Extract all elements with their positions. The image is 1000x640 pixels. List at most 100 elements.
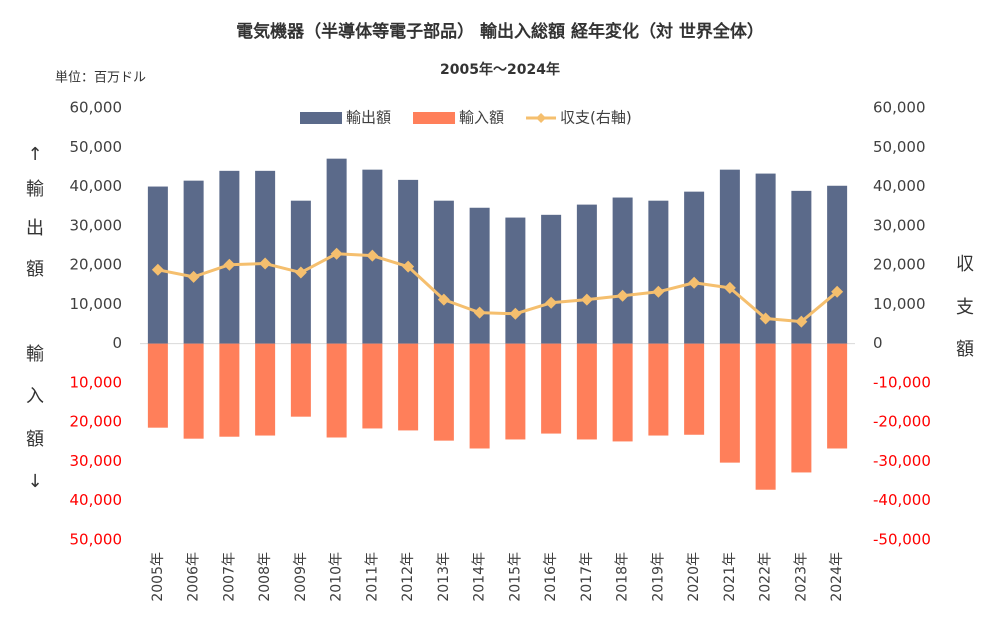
marker [831, 285, 844, 298]
y2-tick-label: 0 [873, 334, 883, 352]
axis-label: 入 [26, 386, 44, 407]
bar [755, 173, 776, 344]
marker [580, 293, 593, 306]
x-tick-label: 2018年 [615, 552, 631, 602]
unit-label: 単位：百万ドル [55, 70, 146, 86]
bar [827, 343, 848, 449]
y-tick-label: 10,000 [70, 373, 123, 391]
marker [151, 263, 164, 276]
x-tick-label: 2024年 [829, 552, 845, 602]
bar [362, 343, 383, 429]
y2-tick-label: 10,000 [873, 295, 926, 313]
y-tick-label: 30,000 [70, 216, 123, 234]
bar [398, 343, 419, 431]
marker [545, 296, 558, 309]
marker [688, 276, 701, 289]
bar [183, 180, 204, 344]
bar [755, 343, 776, 490]
x-tick-label: 2017年 [579, 552, 595, 602]
axis-label: 収 [956, 254, 974, 275]
bar [576, 343, 597, 440]
y-tick-label: 60,000 [70, 99, 123, 117]
x-tick-label: 2015年 [507, 552, 523, 602]
x-tick-label: 2023年 [793, 552, 809, 602]
legend-swatch [300, 112, 342, 124]
bar [719, 169, 740, 344]
y2-tick-label: 40,000 [873, 177, 926, 195]
bar [791, 343, 812, 473]
bar [290, 343, 311, 417]
bar [827, 185, 848, 344]
marker [366, 249, 379, 262]
bar [255, 170, 276, 344]
x-tick-label: 2014年 [472, 552, 488, 602]
line [157, 252, 839, 324]
x-tick-label: 2007年 [221, 552, 237, 602]
marker [616, 289, 629, 302]
y-tick-label: 30,000 [70, 452, 123, 470]
bar [183, 343, 204, 439]
y2-tick-label: -40,000 [873, 491, 931, 509]
legend-label: 収支(右軸) [560, 109, 632, 127]
chart-subtitle: 2005年～2024年 [440, 61, 560, 78]
bar [791, 190, 812, 344]
x-tick-label: 2019年 [650, 552, 666, 602]
axis-label: 額 [26, 259, 44, 280]
bar [505, 217, 526, 344]
y-tick-label: 40,000 [70, 491, 123, 509]
marker [723, 281, 736, 294]
marker [294, 266, 307, 279]
marker [509, 307, 522, 320]
marker [795, 315, 808, 328]
legend-swatch [413, 112, 456, 124]
y2-tick-label: 50,000 [873, 138, 926, 156]
bar [684, 343, 705, 435]
marker [330, 247, 343, 260]
axis-label: ↑ [27, 144, 42, 165]
bar [505, 343, 526, 440]
marker [437, 293, 450, 306]
bar [147, 343, 168, 428]
y-tick-label: 0 [112, 334, 122, 352]
legend-swatch [536, 113, 547, 123]
bar [433, 343, 454, 441]
y-tick-label: 40,000 [70, 177, 123, 195]
x-tick-label: 2020年 [686, 552, 702, 602]
y-tick-label: 20,000 [70, 256, 123, 274]
x-tick-label: 2012年 [400, 552, 416, 602]
bar [469, 343, 490, 449]
marker [473, 306, 486, 319]
marker [759, 312, 772, 325]
marker [652, 285, 665, 298]
axis-label: ↓ [27, 471, 42, 492]
axis-label: 支 [956, 297, 974, 318]
x-tick-label: 2013年 [436, 552, 452, 602]
axis-label: 輸 [26, 344, 44, 365]
bar [612, 197, 633, 344]
x-tick-label: 2016年 [543, 552, 559, 602]
y-tick-label: 10,000 [70, 295, 123, 313]
y-tick-label: 20,000 [70, 413, 123, 431]
marker [402, 260, 415, 273]
bar [255, 343, 276, 436]
x-tick-label: 2022年 [758, 552, 774, 602]
legend-label: 輸入額 [459, 109, 504, 127]
chart-title: 電気機器（半導体等電子部品） 輸出入総額 経年変化（対 世界全体） [236, 21, 764, 42]
bar [219, 170, 240, 344]
marker [187, 270, 200, 283]
y2-tick-label: -20,000 [873, 413, 931, 431]
bar [648, 343, 669, 436]
x-tick-label: 2008年 [257, 552, 273, 602]
bar [576, 204, 597, 344]
bar [433, 200, 454, 344]
y2-tick-label: -30,000 [873, 452, 931, 470]
bar [541, 214, 562, 344]
axis-label: 額 [956, 339, 974, 360]
y2-tick-label: 20,000 [873, 256, 926, 274]
y2-tick-label: -50,000 [873, 531, 931, 549]
axis-label: 輸 [26, 179, 44, 200]
x-tick-label: 2005年 [150, 552, 166, 602]
y-tick-label: 50,000 [70, 138, 123, 156]
y2-tick-label: 30,000 [873, 216, 926, 234]
